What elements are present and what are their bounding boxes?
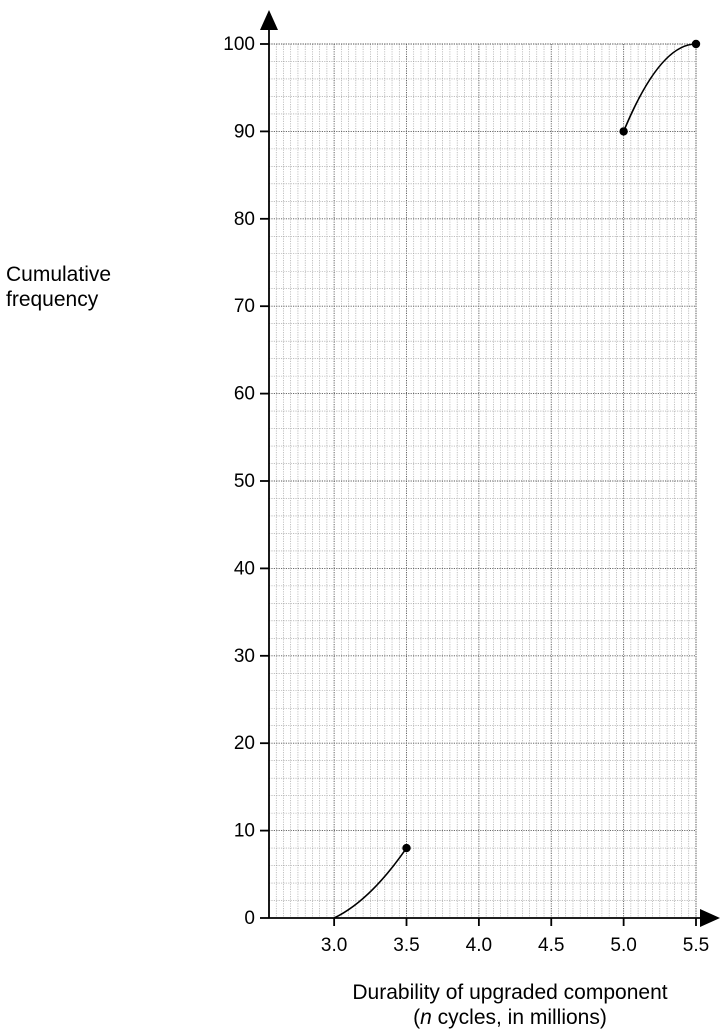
y-tick-label: 50 (234, 471, 255, 492)
y-tick-label: 40 (234, 558, 255, 579)
x-tick-label: 4.5 (538, 935, 564, 956)
y-tick-label: 0 (244, 908, 255, 929)
x-tick-label: 3.0 (321, 935, 347, 956)
x-axis-label-rest: cycles, in millions) (431, 1006, 607, 1029)
data-point (619, 127, 628, 136)
series-line-1 (333, 847, 408, 919)
y-axis-label: Cumulative frequency (6, 262, 111, 312)
data-point (691, 39, 701, 49)
x-tick-label: 5.0 (610, 935, 636, 956)
y-tick-label: 80 (234, 209, 255, 230)
y-axis-label-line1: Cumulative (6, 263, 112, 286)
x-axis-label-line1: Durability of upgraded component (352, 981, 668, 1004)
x-axis-arrow (700, 909, 720, 927)
series (333, 39, 701, 919)
y-axis-arrow (260, 10, 278, 30)
x-axis-label-open: ( (413, 1006, 421, 1029)
y-tick-label: 100 (223, 34, 255, 55)
y-tick-label: 90 (234, 121, 255, 142)
y-tick-label: 30 (234, 646, 255, 667)
y-tick-label: 70 (234, 296, 255, 317)
grid (268, 43, 697, 919)
y-tick-label: 10 (234, 821, 255, 842)
x-axis-label-italic: n (420, 1006, 432, 1029)
x-tick-label: 4.0 (466, 935, 492, 956)
series-line-2 (622, 43, 697, 132)
data-point (402, 843, 411, 853)
x-tick-label: 5.5 (683, 935, 709, 956)
tick-labels: 0 10 20 30 40 50 60 70 80 90 100 3.0 3.5 4.0 4.5 5.0 5.5 (223, 34, 709, 956)
x-tick-label: 3.5 (393, 935, 419, 956)
x-axis-label-line2: (n cycles, in millions) (280, 1005, 722, 1030)
y-axis-label-line2: frequency (6, 288, 99, 311)
y-tick-label: 60 (234, 384, 255, 405)
x-axis-label: Durability of upgraded component (n cycl… (280, 980, 722, 1030)
axes (260, 10, 720, 927)
y-tick-label: 20 (234, 733, 255, 754)
